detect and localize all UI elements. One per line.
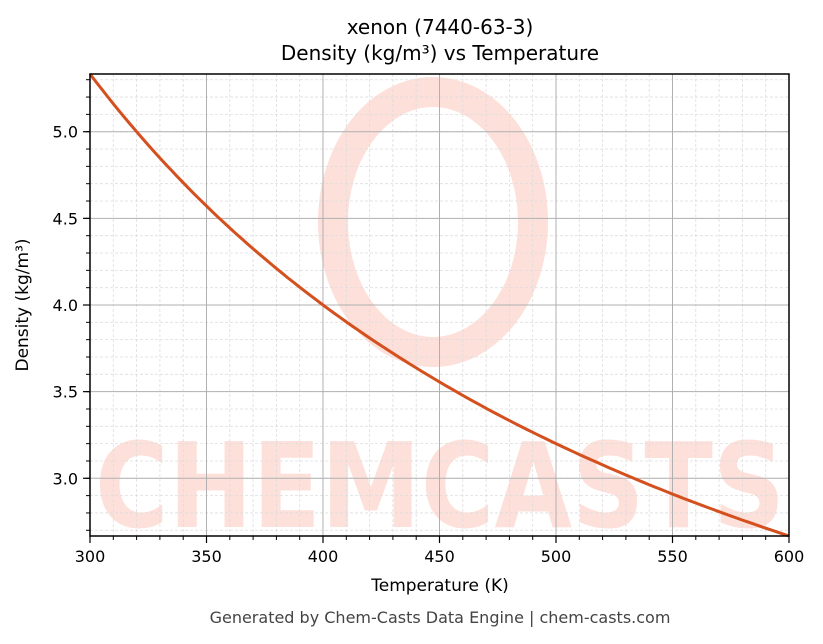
x-tick-label: 300 bbox=[75, 547, 106, 566]
y-tick-label: 3.5 bbox=[53, 383, 78, 402]
x-axis-label: Temperature (K) bbox=[371, 576, 509, 596]
x-tick-label: 600 bbox=[774, 547, 805, 566]
x-tick-label: 450 bbox=[424, 547, 455, 566]
y-tick-label: 4.5 bbox=[53, 209, 78, 228]
plot-frame bbox=[89, 73, 790, 537]
x-tick-label: 500 bbox=[541, 547, 572, 566]
chart-title-line2: Density (kg/m³) vs Temperature bbox=[280, 41, 600, 65]
density-curve bbox=[88, 73, 790, 538]
y-tick-label: 3.0 bbox=[53, 469, 78, 488]
footer-credit: Generated by Chem-Casts Data Engine | ch… bbox=[209, 608, 671, 627]
x-tick-label: 550 bbox=[657, 547, 688, 566]
chart-title-line1: xenon (7440-63-3) bbox=[346, 15, 534, 39]
x-tick-label: 350 bbox=[191, 547, 222, 566]
y-axis-label: Density (kg/m³) bbox=[13, 238, 33, 372]
y-tick-label: 5.0 bbox=[53, 123, 78, 142]
x-tick-label: 400 bbox=[308, 547, 339, 566]
y-tick-label: 4.0 bbox=[53, 296, 78, 315]
watermark-logo-icon bbox=[318, 77, 548, 367]
